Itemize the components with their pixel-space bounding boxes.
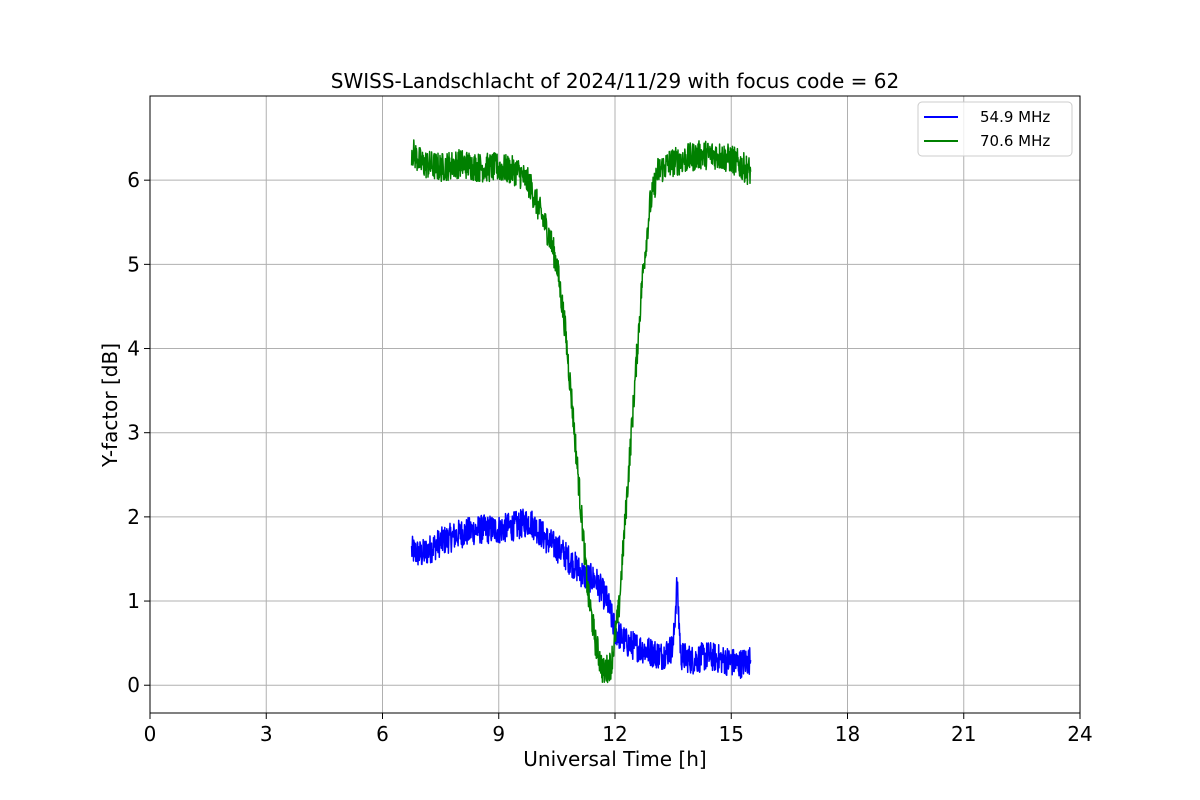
y-tick-label: 0 bbox=[127, 673, 140, 697]
series-line-1 bbox=[410, 508, 752, 680]
legend-label: 70.6 MHz bbox=[980, 132, 1050, 150]
y-tick-label: 2 bbox=[127, 505, 140, 529]
y-tick-label: 3 bbox=[127, 421, 140, 445]
x-tick-label: 15 bbox=[719, 722, 744, 746]
x-tick-label: 18 bbox=[835, 722, 860, 746]
x-axis: 0 3 6 9 12 15 18 21 24 bbox=[144, 713, 1093, 746]
x-tick-label: 12 bbox=[602, 722, 627, 746]
series-line-2 bbox=[410, 139, 752, 684]
y-tick-label: 6 bbox=[127, 168, 140, 192]
legend-label: 54.9 MHz bbox=[980, 108, 1050, 126]
x-tick-label: 3 bbox=[260, 722, 273, 746]
y-axis-label: Y-factor [dB] bbox=[98, 343, 122, 468]
y-tick-label: 5 bbox=[127, 252, 140, 276]
legend-box bbox=[917, 101, 1073, 157]
x-tick-label: 0 bbox=[144, 722, 157, 746]
legend: 54.9 MHz 70.6 MHz bbox=[917, 101, 1073, 157]
x-tick-label: 9 bbox=[492, 722, 505, 746]
y-tick-label: 4 bbox=[127, 337, 140, 361]
x-tick-label: 21 bbox=[951, 722, 976, 746]
y-tick-label: 1 bbox=[127, 589, 140, 613]
x-tick-label: 24 bbox=[1067, 722, 1092, 746]
x-tick-label: 6 bbox=[376, 722, 389, 746]
x-axis-label: Universal Time [h] bbox=[523, 747, 706, 771]
y-axis: 0 1 2 3 4 5 6 bbox=[127, 168, 150, 697]
plot-area bbox=[410, 139, 752, 684]
chart-title: SWISS-Landschlacht of 2024/11/29 with fo… bbox=[331, 69, 899, 93]
